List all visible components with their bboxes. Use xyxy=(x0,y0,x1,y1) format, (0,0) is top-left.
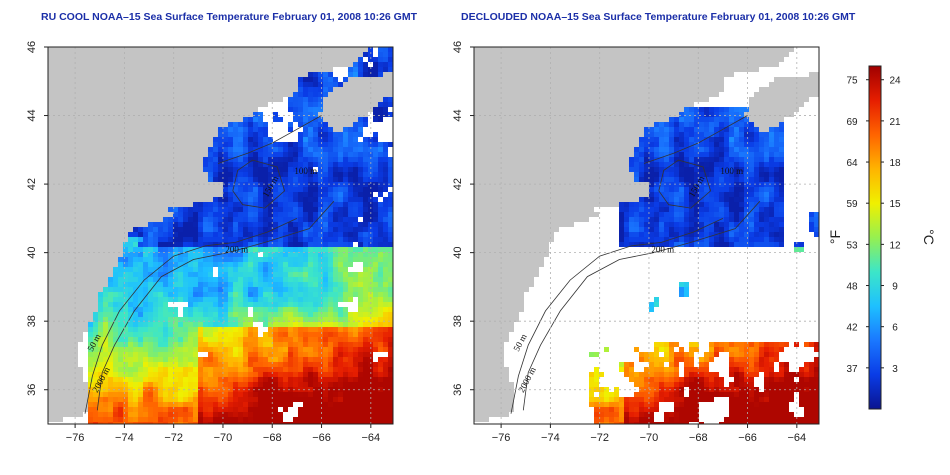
fahrenheit-tick-label: 48 xyxy=(846,282,858,293)
celsius-tick-label: 9 xyxy=(892,282,898,293)
colorbar: 24 75 21 69 18 64 15 59 12 53 9 48 6 42 3 37 °F °C xyxy=(827,65,937,410)
depth-contour xyxy=(96,200,335,411)
fahrenheit-tick-label: 75 xyxy=(846,76,858,87)
colorbar-gradient xyxy=(868,65,882,410)
y-tick-label: 40 xyxy=(26,247,38,259)
x-tick-label: −70 xyxy=(214,432,233,444)
fahrenheit-tick-label: 69 xyxy=(846,117,858,128)
y-tick-label: 42 xyxy=(452,178,464,190)
y-tick-label: 36 xyxy=(452,384,464,396)
celsius-tick-label: 6 xyxy=(892,323,898,334)
fahrenheit-unit: °F xyxy=(827,230,843,244)
contour-label: 100 m xyxy=(720,166,743,176)
map-frame xyxy=(473,46,820,425)
x-tick-label: −72 xyxy=(590,432,609,444)
fahrenheit-tick-label: 42 xyxy=(846,323,858,334)
map-frame xyxy=(47,46,394,425)
y-tick-label: 44 xyxy=(452,109,464,121)
celsius-unit: °C xyxy=(921,229,937,245)
y-tick-label: 42 xyxy=(26,178,38,190)
depth-contour xyxy=(510,218,724,414)
y-tick-label: 36 xyxy=(26,384,38,396)
x-tick-label: −66 xyxy=(738,432,757,444)
x-tick-label: −74 xyxy=(115,432,134,444)
x-tick-label: −68 xyxy=(689,432,708,444)
celsius-tick-label: 3 xyxy=(892,364,898,375)
x-tick-label: −76 xyxy=(492,432,511,444)
x-tick-label: −74 xyxy=(541,432,560,444)
celsius-tick-label: 15 xyxy=(889,199,901,210)
y-tick-label: 40 xyxy=(452,247,464,259)
celsius-tick-label: 12 xyxy=(889,240,901,251)
y-tick-label: 38 xyxy=(452,315,464,327)
y-tick-label: 46 xyxy=(26,41,38,53)
depth-contour xyxy=(522,200,761,411)
fahrenheit-tick-label: 37 xyxy=(846,364,858,375)
y-tick-label: 46 xyxy=(452,41,464,53)
fahrenheit-tick-label: 53 xyxy=(846,240,858,251)
fahrenheit-tick-label: 64 xyxy=(846,158,858,169)
x-tick-label: −66 xyxy=(312,432,331,444)
celsius-tick-label: 18 xyxy=(889,158,901,169)
contour-label: 200 m xyxy=(225,245,248,255)
depth-contour xyxy=(232,159,286,209)
x-tick-label: −72 xyxy=(164,432,183,444)
right-panel-title: DECLOUDED NOAA–15 Sea Surface Temperatur… xyxy=(461,11,856,23)
contour-label: 200 m xyxy=(651,245,674,255)
x-tick-label: −76 xyxy=(66,432,85,444)
left-panel-title: RU COOL NOAA–15 Sea Surface Temperature … xyxy=(41,11,418,23)
depth-contour xyxy=(84,218,298,414)
x-tick-label: −68 xyxy=(263,432,282,444)
contour-label: 100 m xyxy=(294,166,317,176)
y-tick-label: 44 xyxy=(26,109,38,121)
depth-contour xyxy=(658,159,712,209)
x-tick-label: −64 xyxy=(787,432,806,444)
y-tick-label: 38 xyxy=(26,315,38,327)
x-tick-label: −70 xyxy=(640,432,659,444)
x-tick-label: −64 xyxy=(361,432,380,444)
fahrenheit-tick-label: 59 xyxy=(846,199,858,210)
celsius-tick-label: 21 xyxy=(889,117,901,128)
celsius-tick-label: 24 xyxy=(889,76,901,87)
